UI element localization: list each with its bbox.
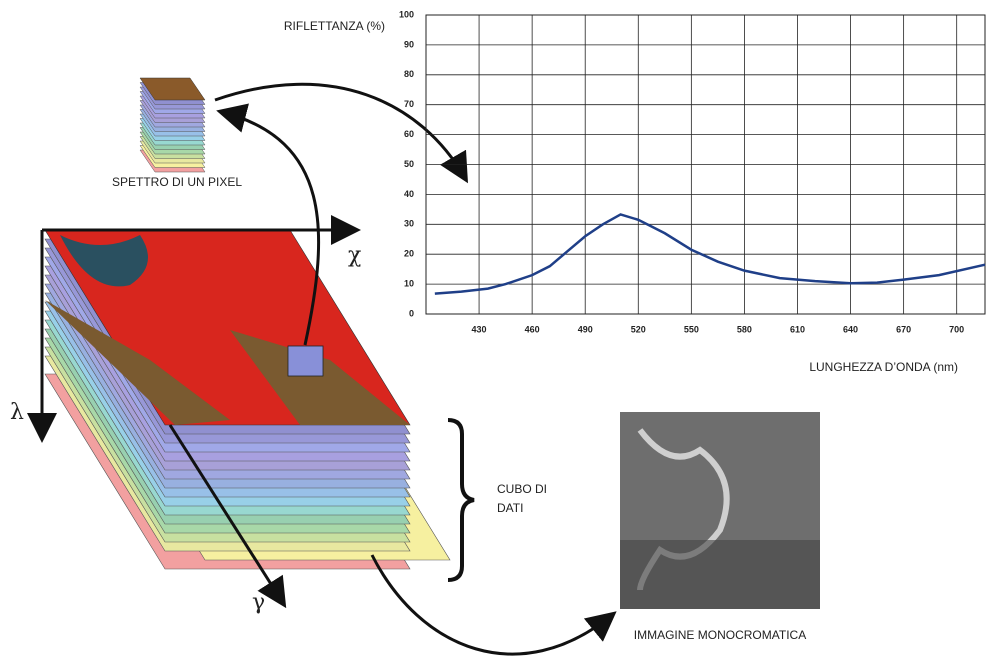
arrow [370, 554, 617, 656]
y-tick-label: 100 [399, 9, 414, 19]
y-axis-label: RIFLETTANZA (%) [284, 19, 385, 33]
x-tick-label: 550 [684, 324, 699, 334]
y-tick-label: 70 [404, 99, 414, 109]
y-tick-label: 50 [404, 159, 414, 169]
cube-pattern [60, 235, 148, 287]
label: DATI [497, 501, 523, 515]
y-tick-label: 60 [404, 129, 414, 139]
x-tick-label: 670 [896, 324, 911, 334]
x-tick-label: 520 [631, 324, 646, 334]
cube-pattern [45, 300, 410, 425]
x-tick-label: 610 [790, 324, 805, 334]
x-tick-label: 580 [737, 324, 752, 334]
y-tick-label: 20 [404, 249, 414, 259]
y-tick-label: 30 [404, 219, 414, 229]
y-tick-label: 40 [404, 189, 414, 199]
x-tick-label: 700 [949, 324, 964, 334]
y-tick-label: 80 [404, 69, 414, 79]
brace [447, 418, 475, 582]
arrow [216, 103, 321, 346]
axis-name: γ [252, 590, 265, 615]
pixel-top [139, 77, 206, 101]
x-tick-label: 430 [472, 324, 487, 334]
y-tick-label: 10 [404, 278, 414, 288]
data-cube [44, 229, 451, 570]
pixel-stack [139, 77, 206, 173]
axis-name: λ [10, 400, 24, 425]
x-tick-label: 490 [578, 324, 593, 334]
axis-arrow [168, 424, 287, 609]
y-tick-label: 0 [409, 308, 414, 318]
mono-pattern [620, 540, 820, 609]
y-tick-label: 90 [404, 39, 414, 49]
arrow [214, 82, 469, 184]
axis-name: χ [348, 243, 361, 268]
chart: 0 10 20 30 40 50 60 70 80 90 100 430 460 490 520 550 580… [399, 9, 986, 334]
label: CUBO DI [497, 482, 547, 496]
line-series [434, 213, 986, 295]
x-tick-label: 460 [525, 324, 540, 334]
x-axis-label: LUNGHEZZA D’ONDA (nm) [809, 360, 958, 374]
pixel-marker [287, 345, 324, 377]
label: SPETTRO DI UN PIXEL [112, 175, 242, 189]
label: IMMAGINE MONOCROMATICA [634, 628, 806, 642]
x-tick-label: 640 [843, 324, 858, 334]
